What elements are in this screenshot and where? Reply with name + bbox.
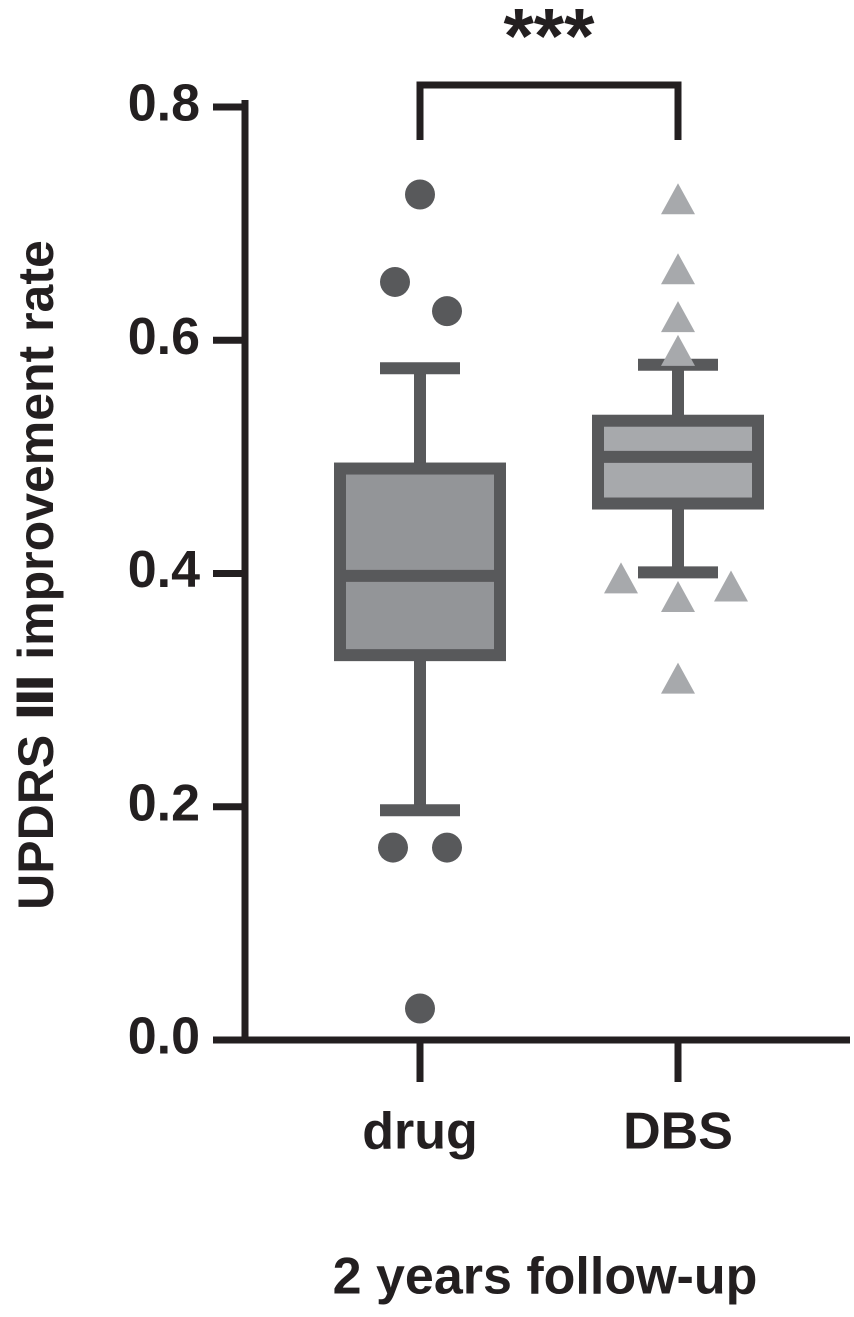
- significance-bracket: [416, 81, 682, 140]
- y-axis-label: UPDRS Ⅲ improvement rate: [8, 240, 64, 910]
- x-tick-label: DBS: [623, 1103, 733, 1161]
- outlier: [432, 296, 462, 327]
- box: [334, 462, 506, 662]
- outlier: [661, 301, 695, 333]
- outlier: [714, 570, 748, 602]
- outlier: [378, 832, 408, 863]
- outlier: [661, 183, 695, 215]
- y-tick-label: 0.2: [128, 774, 200, 832]
- y-tick-label: 0.6: [128, 308, 200, 366]
- outlier: [432, 832, 462, 863]
- outlier: [405, 993, 435, 1024]
- outlier: [405, 179, 435, 210]
- y-tick-label: 0.4: [128, 541, 200, 599]
- outlier: [604, 562, 638, 594]
- x-axis-label: 2 years follow-up: [333, 1248, 758, 1306]
- outlier: [661, 253, 695, 285]
- significance-annotation: ***: [503, 0, 595, 80]
- outlier: [661, 662, 695, 694]
- outlier: [380, 266, 410, 297]
- y-tick-label: 0.0: [128, 1008, 200, 1066]
- outlier: [661, 580, 695, 612]
- y-tick-label: 0.8: [128, 75, 200, 133]
- outlier: [661, 334, 695, 366]
- x-tick-label: drug: [362, 1103, 478, 1161]
